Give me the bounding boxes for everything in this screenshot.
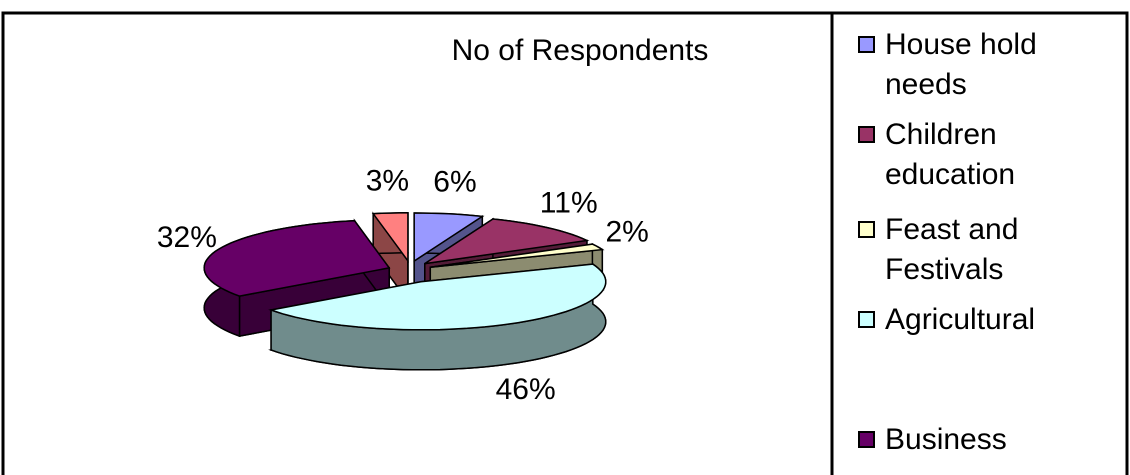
legend-swatch [858,431,875,448]
legend-label: House hold needs [885,28,1037,101]
slice-top [371,212,409,264]
data-label: 6% [433,166,476,199]
data-label: 46% [496,373,556,406]
legend-entry: Feast and Festivals [858,210,1098,290]
data-label: 32% [157,221,217,254]
slice-top [430,243,605,268]
data-label: 11% [540,186,598,219]
legend-entry: Agricultural [858,300,1098,340]
legend-entry: Business [858,420,1098,460]
slice-top [268,263,607,331]
slice-top [424,218,590,265]
data-label: 3% [366,164,409,197]
legend-swatch [858,36,875,53]
legend-entry: Children education [858,115,1098,195]
slice-top [203,219,391,297]
legend-label: Agricultural [885,303,1036,336]
pie-slice [268,262,607,371]
legend-entry: House hold needs [858,25,1098,105]
legend-swatch [858,126,875,143]
legend-swatch [858,221,875,238]
data-label: 2% [605,216,648,249]
legend-label: Business [885,423,1007,456]
legend-label: Feast and Festivals [885,213,1019,286]
chart-title: No of Respondents [452,34,709,67]
frame [1,11,1129,475]
legend-label: Children education [885,118,1016,191]
legend-swatch [858,311,875,328]
slice-top [413,212,485,263]
